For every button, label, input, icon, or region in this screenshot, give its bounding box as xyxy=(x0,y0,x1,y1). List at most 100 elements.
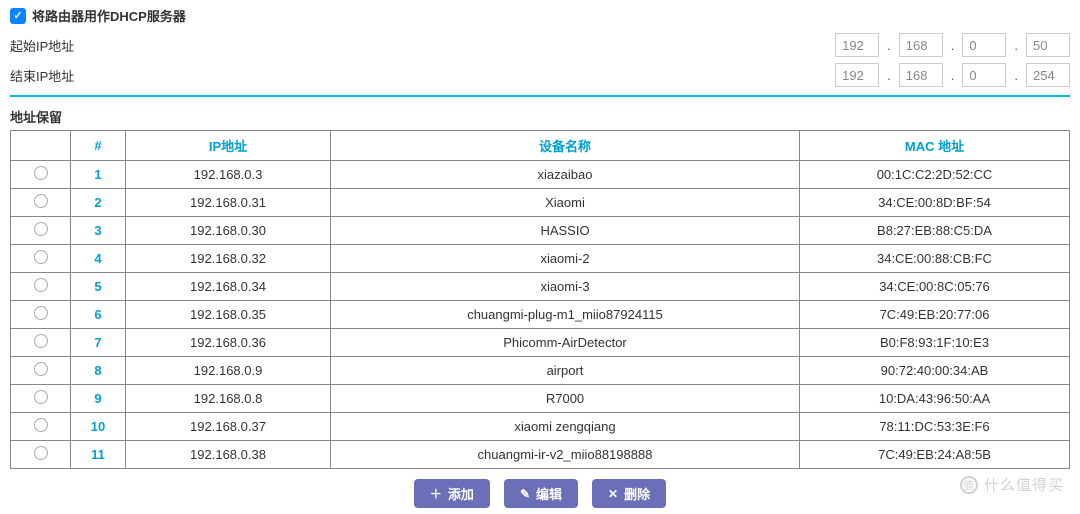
table-row[interactable]: 8192.168.0.9airport90:72:40:00:34:AB xyxy=(11,357,1070,385)
dot-icon: . xyxy=(947,68,959,83)
row-mac: 7C:49:EB:24:A8:5B xyxy=(800,441,1070,469)
row-device-name: chuangmi-plug-m1_miio87924115 xyxy=(331,301,800,329)
row-mac: 7C:49:EB:20:77:06 xyxy=(800,301,1070,329)
start-ip-octet-4[interactable] xyxy=(1026,33,1070,57)
row-num: 6 xyxy=(71,301,126,329)
row-ip: 192.168.0.3 xyxy=(126,161,331,189)
end-ip-octet-4[interactable] xyxy=(1026,63,1070,87)
row-radio[interactable] xyxy=(34,334,48,348)
row-ip: 192.168.0.32 xyxy=(126,245,331,273)
row-mac: 34:CE:00:8C:05:76 xyxy=(800,273,1070,301)
table-row[interactable]: 3192.168.0.30HASSIOB8:27:EB:88:C5:DA xyxy=(11,217,1070,245)
row-ip: 192.168.0.30 xyxy=(126,217,331,245)
table-row[interactable]: 11192.168.0.38chuangmi-ir-v2_miio8819888… xyxy=(11,441,1070,469)
row-radio[interactable] xyxy=(34,250,48,264)
row-radio[interactable] xyxy=(34,222,48,236)
row-num: 3 xyxy=(71,217,126,245)
row-device-name: xiaomi-3 xyxy=(331,273,800,301)
dot-icon: . xyxy=(947,38,959,53)
edit-button[interactable]: ✎ 编辑 xyxy=(504,479,578,508)
row-radio[interactable] xyxy=(34,166,48,180)
start-ip-octet-3[interactable] xyxy=(962,33,1006,57)
end-ip-label: 结束IP地址 xyxy=(10,66,74,85)
table-row[interactable]: 5192.168.0.34xiaomi-334:CE:00:8C:05:76 xyxy=(11,273,1070,301)
delete-button[interactable]: ✕ 删除 xyxy=(592,479,666,508)
dot-icon: . xyxy=(883,68,895,83)
dot-icon: . xyxy=(1010,68,1022,83)
start-ip-octet-2[interactable] xyxy=(899,33,943,57)
row-radio[interactable] xyxy=(34,306,48,320)
row-mac: B0:F8:93:1F:10:E3 xyxy=(800,329,1070,357)
add-button[interactable]: ＋ 添加 xyxy=(414,479,490,508)
row-num: 4 xyxy=(71,245,126,273)
row-radio[interactable] xyxy=(34,278,48,292)
row-ip: 192.168.0.37 xyxy=(126,413,331,441)
table-row[interactable]: 2192.168.0.31Xiaomi34:CE:00:8D:BF:54 xyxy=(11,189,1070,217)
row-device-name: Phicomm-AirDetector xyxy=(331,329,800,357)
dhcp-enable-checkbox[interactable]: ✓ xyxy=(10,8,26,24)
start-ip-inputs: . . . xyxy=(835,33,1070,57)
table-row[interactable]: 4192.168.0.32xiaomi-234:CE:00:88:CB:FC xyxy=(11,245,1070,273)
row-num: 8 xyxy=(71,357,126,385)
pencil-icon: ✎ xyxy=(520,487,530,501)
dot-icon: . xyxy=(1010,38,1022,53)
section-divider xyxy=(10,95,1070,97)
table-row[interactable]: 1192.168.0.3xiazaibao00:1C:C2:2D:52:CC xyxy=(11,161,1070,189)
row-ip: 192.168.0.36 xyxy=(126,329,331,357)
row-ip: 192.168.0.34 xyxy=(126,273,331,301)
row-device-name: R7000 xyxy=(331,385,800,413)
row-num: 7 xyxy=(71,329,126,357)
delete-button-label: 删除 xyxy=(624,484,650,503)
row-radio[interactable] xyxy=(34,194,48,208)
end-ip-inputs: . . . xyxy=(835,63,1070,87)
row-num: 9 xyxy=(71,385,126,413)
row-num: 5 xyxy=(71,273,126,301)
edit-button-label: 编辑 xyxy=(536,484,562,503)
x-icon: ✕ xyxy=(608,487,618,501)
row-device-name: chuangmi-ir-v2_miio88198888 xyxy=(331,441,800,469)
row-num: 2 xyxy=(71,189,126,217)
end-ip-octet-3[interactable] xyxy=(962,63,1006,87)
row-radio[interactable] xyxy=(34,390,48,404)
dot-icon: . xyxy=(883,38,895,53)
reservation-table: # IP地址 设备名称 MAC 地址 1192.168.0.3xiazaibao… xyxy=(10,130,1070,469)
row-ip: 192.168.0.31 xyxy=(126,189,331,217)
th-mac: MAC 地址 xyxy=(800,131,1070,161)
row-ip: 192.168.0.38 xyxy=(126,441,331,469)
table-row[interactable]: 6192.168.0.35chuangmi-plug-m1_miio879241… xyxy=(11,301,1070,329)
row-mac: 10:DA:43:96:50:AA xyxy=(800,385,1070,413)
row-mac: 78:11:DC:53:3E:F6 xyxy=(800,413,1070,441)
row-radio[interactable] xyxy=(34,446,48,460)
th-name: 设备名称 xyxy=(331,131,800,161)
row-radio[interactable] xyxy=(34,362,48,376)
dhcp-enable-label: 将路由器用作DHCP服务器 xyxy=(32,6,186,25)
table-row[interactable]: 9192.168.0.8R700010:DA:43:96:50:AA xyxy=(11,385,1070,413)
start-ip-label: 起始IP地址 xyxy=(10,36,74,55)
row-mac: 34:CE:00:88:CB:FC xyxy=(800,245,1070,273)
row-ip: 192.168.0.35 xyxy=(126,301,331,329)
row-mac: 00:1C:C2:2D:52:CC xyxy=(800,161,1070,189)
row-device-name: xiaomi zengqiang xyxy=(331,413,800,441)
row-mac: 34:CE:00:8D:BF:54 xyxy=(800,189,1070,217)
row-radio[interactable] xyxy=(34,418,48,432)
row-num: 11 xyxy=(71,441,126,469)
start-ip-octet-1[interactable] xyxy=(835,33,879,57)
table-row[interactable]: 10192.168.0.37xiaomi zengqiang78:11:DC:5… xyxy=(11,413,1070,441)
row-device-name: xiazaibao xyxy=(331,161,800,189)
th-num: # xyxy=(71,131,126,161)
end-ip-octet-2[interactable] xyxy=(899,63,943,87)
row-num: 10 xyxy=(71,413,126,441)
row-mac: 90:72:40:00:34:AB xyxy=(800,357,1070,385)
row-device-name: Xiaomi xyxy=(331,189,800,217)
row-device-name: xiaomi-2 xyxy=(331,245,800,273)
row-ip: 192.168.0.8 xyxy=(126,385,331,413)
table-row[interactable]: 7192.168.0.36Phicomm-AirDetectorB0:F8:93… xyxy=(11,329,1070,357)
th-select xyxy=(11,131,71,161)
th-ip: IP地址 xyxy=(126,131,331,161)
add-button-label: 添加 xyxy=(448,484,474,503)
plus-icon: ＋ xyxy=(430,485,442,502)
end-ip-octet-1[interactable] xyxy=(835,63,879,87)
row-num: 1 xyxy=(71,161,126,189)
row-ip: 192.168.0.9 xyxy=(126,357,331,385)
row-device-name: airport xyxy=(331,357,800,385)
